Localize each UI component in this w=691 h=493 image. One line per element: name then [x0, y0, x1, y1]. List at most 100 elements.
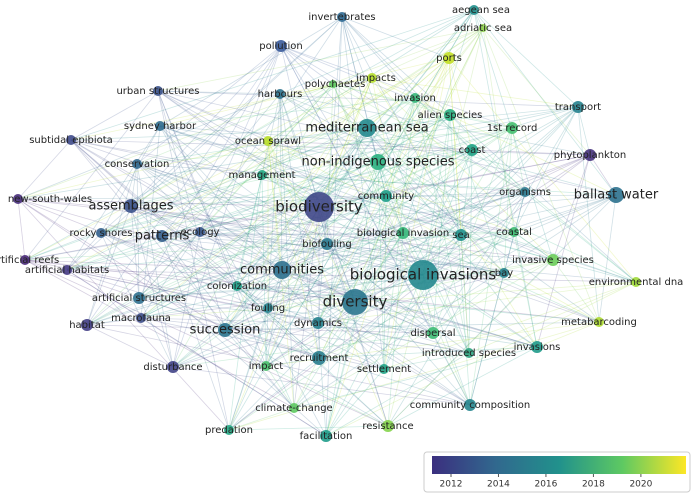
edge	[377, 161, 470, 354]
edge	[341, 16, 473, 151]
node	[275, 40, 287, 52]
node	[397, 227, 409, 239]
edge	[172, 272, 505, 368]
edge	[318, 154, 591, 208]
edge	[265, 9, 475, 367]
edge	[261, 106, 579, 176]
edge	[228, 425, 389, 431]
edge	[326, 114, 451, 245]
node-label: biological invasion	[357, 228, 449, 239]
node-label: fouling	[251, 303, 285, 314]
edge	[473, 9, 538, 348]
edge	[280, 45, 513, 129]
edge	[157, 90, 226, 331]
edge	[157, 90, 281, 95]
edge	[138, 243, 328, 299]
edge	[318, 127, 368, 208]
edge	[17, 140, 269, 200]
edge	[157, 90, 320, 208]
edge	[267, 194, 617, 309]
node-label: bay	[495, 268, 513, 279]
node-label: pollution	[259, 41, 303, 52]
edge	[86, 205, 132, 326]
edge	[66, 269, 142, 319]
edge	[172, 274, 424, 368]
node	[312, 317, 324, 329]
edge	[482, 27, 600, 323]
edge	[70, 127, 368, 141]
edge	[236, 285, 320, 359]
node	[380, 190, 392, 202]
edge	[402, 232, 600, 323]
edge	[66, 97, 416, 271]
edge	[577, 106, 600, 323]
edge	[267, 127, 368, 142]
edge	[267, 140, 356, 303]
node	[531, 341, 543, 353]
edge	[24, 259, 600, 323]
edge	[577, 106, 591, 156]
edge	[100, 232, 637, 283]
edge	[199, 83, 334, 233]
edge	[100, 16, 343, 234]
edge	[136, 114, 451, 165]
edge	[513, 106, 579, 233]
node-label: community composition	[410, 400, 531, 411]
edge	[66, 232, 102, 271]
edge	[161, 194, 617, 237]
node-label: invasive species	[512, 255, 594, 266]
edge	[157, 90, 269, 142]
node	[469, 5, 479, 15]
edge	[17, 106, 579, 200]
edge	[354, 232, 404, 303]
node-label: transport	[555, 102, 601, 113]
node-label: facilitation	[300, 431, 353, 442]
edge	[228, 357, 320, 431]
edge	[66, 57, 450, 271]
node-label: coast	[459, 145, 486, 156]
node	[499, 268, 509, 278]
edge	[172, 114, 451, 368]
node	[520, 187, 530, 197]
node-label: biological invasions	[350, 266, 497, 284]
edge	[17, 198, 226, 331]
node	[584, 149, 596, 161]
node-label: rocky shores	[70, 228, 133, 239]
edge	[199, 127, 513, 233]
edge	[100, 232, 385, 370]
edge	[598, 194, 617, 323]
node-label: ecology	[181, 227, 220, 238]
edge	[366, 127, 538, 348]
node-label: patterns	[135, 229, 190, 244]
edge	[460, 149, 473, 236]
node-label: 1st record	[487, 123, 538, 134]
edge	[140, 317, 470, 354]
legend-tick-label: 2012	[440, 480, 463, 490]
edge	[17, 198, 238, 287]
edge	[422, 114, 451, 276]
edge	[267, 140, 320, 359]
edge	[136, 163, 434, 334]
edge	[130, 205, 174, 368]
node	[261, 361, 271, 371]
edge	[279, 77, 373, 95]
node-label: urban structures	[116, 86, 199, 97]
edge	[136, 163, 526, 193]
edge	[138, 231, 201, 299]
edge	[100, 232, 327, 437]
edge	[281, 232, 404, 271]
edge	[161, 93, 281, 237]
node	[358, 119, 376, 137]
edge	[267, 106, 579, 309]
edge	[318, 206, 600, 323]
edge	[70, 139, 389, 427]
edge	[66, 16, 343, 271]
edge	[236, 154, 591, 287]
edge	[318, 259, 554, 359]
edge	[236, 285, 356, 303]
edge	[281, 269, 538, 348]
edge	[228, 307, 269, 431]
edge	[317, 57, 450, 324]
edge	[157, 90, 267, 367]
edge	[140, 161, 379, 319]
